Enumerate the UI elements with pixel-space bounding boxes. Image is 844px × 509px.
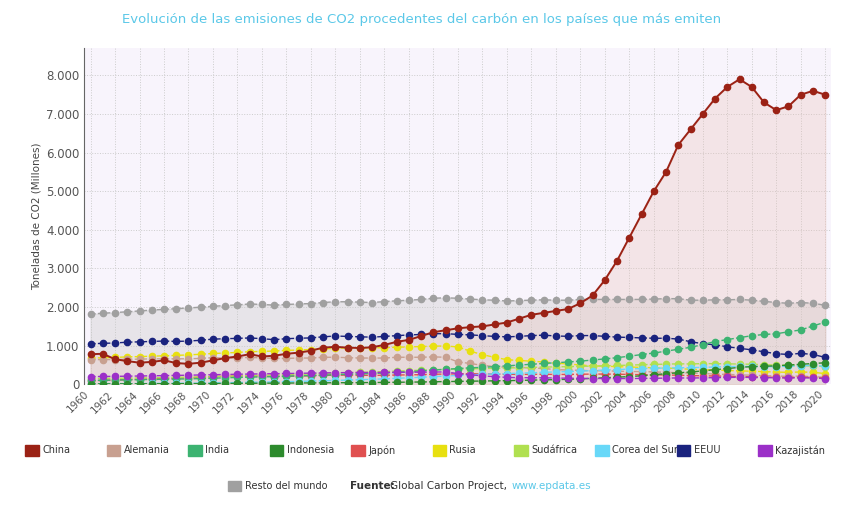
- Text: Alemania: Alemania: [124, 445, 170, 456]
- Text: Kazajistán: Kazajistán: [776, 445, 825, 456]
- Text: China: China: [42, 445, 70, 456]
- Text: Evolución de las emisiones de CO2 procedentes del carbón en los países que más e: Evolución de las emisiones de CO2 proced…: [122, 13, 722, 26]
- Text: Rusia: Rusia: [450, 445, 476, 456]
- Text: www.epdata.es: www.epdata.es: [511, 481, 591, 491]
- Text: Indonesia: Indonesia: [287, 445, 333, 456]
- Text: Fuente:: Fuente:: [350, 481, 395, 491]
- Text: Global Carbon Project,: Global Carbon Project,: [390, 481, 510, 491]
- Text: Corea del Sur: Corea del Sur: [613, 445, 679, 456]
- Text: India: India: [205, 445, 229, 456]
- Text: Sudáfrica: Sudáfrica: [531, 445, 577, 456]
- Text: EEUU: EEUU: [694, 445, 720, 456]
- Y-axis label: Toneladas de CO2 (Millones): Toneladas de CO2 (Millones): [32, 143, 42, 290]
- Text: Japón: Japón: [368, 445, 395, 456]
- Text: Resto del mundo: Resto del mundo: [245, 481, 327, 491]
